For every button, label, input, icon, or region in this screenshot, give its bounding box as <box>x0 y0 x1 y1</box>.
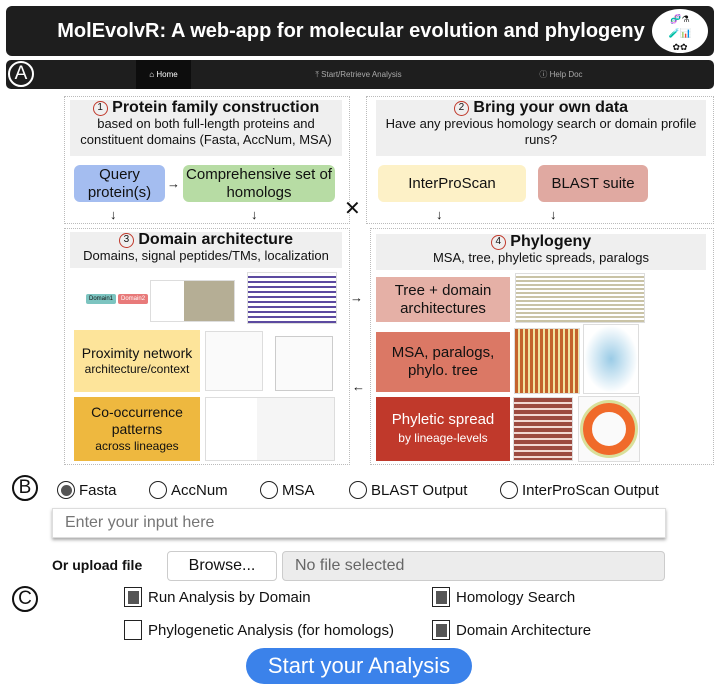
nav-bar: A ⌂ Home ⤒ Start/Retrieve Analysis ⓘ Hel… <box>6 60 714 89</box>
file-name-field[interactable]: No file selected <box>282 551 665 581</box>
checkbox[interactable] <box>432 587 450 607</box>
panel-own-data <box>366 96 714 224</box>
arrow-down-icon: ↓ <box>251 207 258 222</box>
checkbox[interactable] <box>124 587 142 607</box>
msa-thumbnail <box>514 328 580 394</box>
start-analysis-button[interactable]: Start your Analysis <box>246 648 472 684</box>
arrow-left-icon: ← <box>352 379 365 394</box>
domain-diagram: Domain1 Domain2 <box>86 294 149 304</box>
homologs-box: Comprehensive set of homologs <box>183 165 335 202</box>
blast-suite-box: BLAST suite <box>538 165 648 202</box>
network-thumbnail <box>275 336 333 391</box>
checkbox-domain-architecture[interactable]: Domain Architecture <box>432 620 591 640</box>
query-proteins-box: Query protein(s) <box>74 165 165 202</box>
radio-interproscan-output[interactable]: InterProScan Output <box>500 480 659 500</box>
app-title: MolEvolvR: A web-app for molecular evolu… <box>57 20 645 42</box>
msa-paralogs-box: MSA, paralogs, phylo. tree <box>376 332 510 392</box>
help-circle-icon: ⓘ <box>539 70 550 79</box>
radio-fasta[interactable]: Fasta <box>57 480 117 500</box>
tab-help-doc[interactable]: ⓘ Help Doc <box>539 70 583 79</box>
checkbox[interactable] <box>432 620 450 640</box>
tree-domain-box: Tree + domain architectures <box>376 277 510 322</box>
section-marker-a: A <box>8 61 34 87</box>
panel-protein-family <box>64 96 350 224</box>
section-marker-c: C <box>12 586 38 612</box>
radio-button[interactable] <box>260 481 278 499</box>
tree-thumbnail <box>515 273 645 323</box>
checkbox-phylogenetic-analysis[interactable]: Phylogenetic Analysis (for homologs) <box>124 620 394 640</box>
panel-1-header: 1 Protein family construction based on bo… <box>70 100 342 156</box>
domain-hierarchy-thumbnail <box>150 280 235 322</box>
upload-icon: ⤒ <box>315 70 322 79</box>
phyletic-spread-box: Phyletic spread by lineage-levels <box>376 397 510 461</box>
arrow-down-icon: ↓ <box>436 207 443 222</box>
arrow-down-icon: ↓ <box>110 207 117 222</box>
title-bar: MolEvolvR: A web-app for molecular evolu… <box>6 6 714 56</box>
panel-domain-architecture <box>64 228 350 465</box>
heatmap-thumbnail <box>513 397 573 461</box>
upload-label: Or upload file <box>52 557 143 573</box>
radio-blast-output[interactable]: BLAST Output <box>349 480 467 500</box>
arrow-down-icon: ↓ <box>550 207 557 222</box>
radio-msa[interactable]: MSA <box>260 480 315 500</box>
sunburst-thumbnail <box>578 396 640 462</box>
app-logo: 🧬⚗ 🧪📊 ✿✿ <box>652 9 708 53</box>
upset-plot-thumbnail <box>205 397 335 461</box>
panel-3-header: 3 Domain architecture Domains, signal pep… <box>70 232 342 268</box>
tab-home[interactable]: ⌂ Home <box>136 60 191 89</box>
section-marker-b: B <box>12 475 38 501</box>
arrow-right-icon: → <box>350 290 363 305</box>
radio-button[interactable] <box>349 481 367 499</box>
radio-button[interactable] <box>149 481 167 499</box>
radio-button[interactable] <box>57 481 75 499</box>
sequence-input[interactable] <box>52 508 666 538</box>
tab-start-retrieve-analysis[interactable]: ⤒ Start/Retrieve Analysis <box>315 70 402 79</box>
proximity-network-box: Proximity network architecture/context <box>74 330 200 392</box>
panel-4-header: 4 Phylogeny MSA, tree, phyletic spreads, … <box>376 234 706 270</box>
network-thumbnail <box>205 331 263 391</box>
interproscan-box: InterProScan <box>378 165 526 202</box>
radio-button[interactable] <box>500 481 518 499</box>
radio-accnum[interactable]: AccNum <box>149 480 228 500</box>
browse-button[interactable]: Browse... <box>167 551 277 581</box>
cross-arrows-icon: ✕ <box>344 198 361 220</box>
checkbox-run-by-domain[interactable]: Run Analysis by Domain <box>124 587 311 607</box>
panel-2-header: 2 Bring your own data Have any previous h… <box>376 100 706 156</box>
home-icon: ⌂ <box>149 70 157 79</box>
checkbox-homology-search[interactable]: Homology Search <box>432 587 575 607</box>
domain-bar-thumbnail <box>247 272 337 324</box>
cooccurrence-box: Co-occurrence patterns across lineages <box>74 397 200 461</box>
panel-phylogeny <box>370 228 714 465</box>
checkbox[interactable] <box>124 620 142 640</box>
arrow-right-icon: → <box>167 176 180 191</box>
phylo-tree-thumbnail <box>583 324 639 394</box>
